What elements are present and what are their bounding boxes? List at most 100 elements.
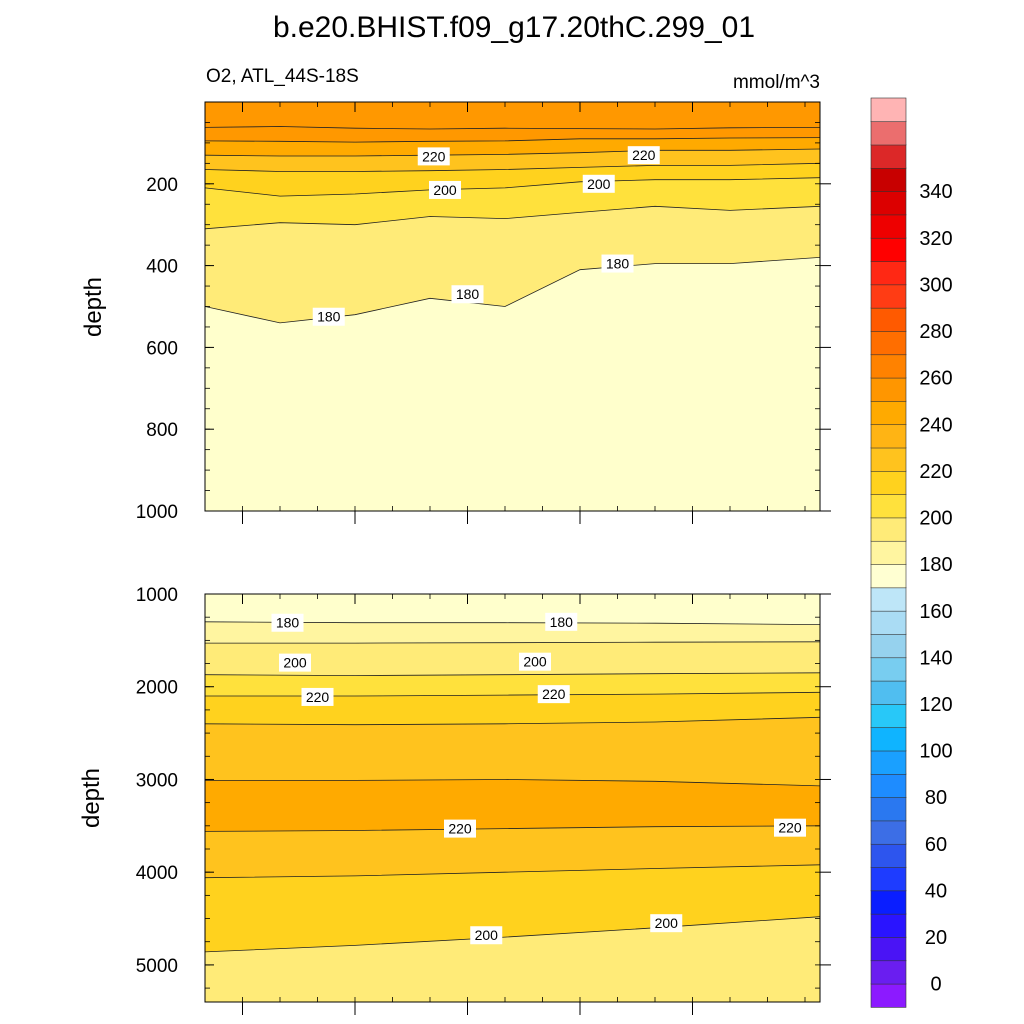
upper-contour-label-4: 180 [601, 254, 634, 273]
lower-contour-line-200-2 [205, 672, 820, 677]
lower-contour-label-5: 220 [537, 685, 570, 704]
colorbar-tick-label-16: 320 [919, 228, 952, 250]
lower-contour-line-220-4 [205, 716, 820, 726]
upper-contour-line-230-1 [205, 137, 820, 143]
panel-left-subtitle: O2, ATL_44S-18S [206, 66, 359, 87]
contour-label-box [417, 147, 450, 166]
upper-contour-lines [205, 126, 820, 324]
colorbar-tick-label-4: 80 [925, 787, 947, 809]
upper-contour-line-210-3 [205, 162, 820, 172]
colorbar-swatch [870, 377, 907, 402]
colorbar-swatch [870, 913, 907, 938]
colorbar-tick-label-6: 120 [919, 694, 952, 716]
contour-label-box [774, 818, 806, 837]
colorbar-legend: 0 20 40 60 80 100 120 140 160 180 200 220 240 260 280 3… [870, 97, 953, 1008]
contour-label-box [444, 819, 476, 838]
contour-label-box [312, 307, 345, 326]
colorbar-swatch [870, 424, 907, 449]
lower-y-tick-label-4: 5000 [136, 956, 178, 977]
colorbar-swatch [870, 400, 907, 426]
colorbar-swatch [870, 680, 907, 705]
lower-contour-label-3: 200 [519, 652, 551, 671]
colorbar-tick-label-2: 40 [925, 881, 947, 903]
colorbar-tick-label-12: 240 [919, 414, 952, 436]
lower-contour-label-1: 180 [545, 612, 578, 631]
contour-label-box [601, 254, 634, 273]
contour-label-box [537, 685, 570, 704]
colorbar-swatch [870, 517, 907, 542]
upper-contour-label-3: 200 [582, 174, 615, 193]
upper-contour-line-190-5 [205, 205, 820, 230]
contour-label-box [545, 612, 578, 631]
upper-contour-label-6: 180 [312, 307, 345, 326]
colorbar-swatch [870, 190, 907, 216]
figure-title: b.e20.BHIST.f09_g17.20thC.299_01 [273, 11, 755, 44]
contour-label-box [271, 613, 304, 632]
contour-label-box [627, 146, 660, 165]
colorbar-tick-label-5: 100 [919, 741, 952, 763]
upper-depth-section-plot: 220 220 200 200 180 180 180 200 400 600 800 1000 d… [80, 101, 831, 524]
upper-contour-label-5: 180 [451, 285, 484, 304]
lower-contour-line-190-1 [205, 641, 820, 644]
contour-label-box [279, 653, 311, 672]
upper-contour-line-240-0 [205, 126, 820, 130]
contour-label-text: 180 [276, 615, 300, 631]
lower-y-tick-label-2: 3000 [136, 770, 178, 791]
lower-contour-label-4: 220 [301, 687, 334, 706]
colorbar-tick-label-14: 280 [919, 321, 952, 343]
upper-contour-fills [205, 102, 820, 511]
contour-label-text: 180 [550, 614, 574, 630]
colorbar-swatch [870, 330, 907, 356]
contour-label-box [301, 687, 334, 706]
lower-depth-section-plot: 180 180 200 200 220 220 220 220 200 200 1000 2000 3… [78, 585, 831, 1015]
lower-contour-line-230-5 [205, 779, 820, 787]
contour-label-box [582, 174, 615, 193]
colorbar-swatch [870, 820, 907, 845]
upper-y-tick-label-3: 800 [146, 420, 178, 441]
upper-fill-band-240-0 [205, 102, 820, 129]
colorbar-tick-label-8: 160 [919, 601, 952, 623]
lower-fill-band-180-0 [205, 594, 820, 625]
colorbar-swatch [870, 563, 907, 589]
colorbar-swatch [870, 97, 907, 123]
contour-label-text: 200 [587, 176, 611, 192]
upper-y-axis-label: depth [80, 277, 107, 337]
colorbar-swatch [870, 540, 907, 565]
contour-label-box [429, 180, 461, 199]
colorbar-swatch [870, 703, 907, 729]
contour-label-text: 220 [306, 689, 330, 705]
contour-label-text: 200 [433, 182, 457, 198]
colorbar-tick-label-11: 220 [919, 461, 952, 483]
lower-y-axis-label: depth [78, 768, 105, 828]
panel-right-subtitle: mmol/m^3 [733, 72, 820, 93]
colorbar-swatch [870, 890, 907, 915]
colorbar-swatch [870, 936, 907, 962]
colorbar-swatch [870, 121, 907, 146]
contour-label-box [519, 652, 551, 671]
upper-contour-labels: 220 220 200 200 180 180 180 [312, 146, 660, 326]
lower-y-tick-label-3: 4000 [136, 863, 178, 884]
colorbar-swatch [870, 983, 907, 1008]
lower-y-tick-label-0: 1000 [136, 585, 178, 606]
upper-contour-label-1: 220 [627, 146, 660, 165]
lower-contour-label-9: 200 [650, 914, 683, 933]
colorbar-swatch [870, 960, 907, 985]
lower-contour-label-2: 200 [279, 653, 311, 672]
colorbar-swatch [870, 866, 907, 892]
colorbar-swatch [870, 633, 907, 659]
contour-label-text: 200 [655, 915, 679, 931]
contour-label-text: 220 [542, 686, 566, 702]
colorbar-tick-label-9: 180 [919, 554, 952, 576]
lower-contour-fills [205, 594, 820, 1002]
colorbar-tick-label-13: 260 [919, 368, 952, 390]
upper-contour-line-200-4 [205, 177, 820, 197]
upper-axes: 200 400 600 800 1000 [136, 101, 831, 524]
contour-label-box [470, 926, 503, 945]
lower-axes: 1000 2000 3000 4000 5000 [136, 585, 831, 1015]
contour-label-text: 200 [283, 655, 307, 671]
upper-contour-label-2: 200 [429, 180, 461, 199]
lower-contour-line-220-6 [205, 825, 820, 832]
colorbar-swatch [870, 307, 907, 332]
lower-y-tick-label-1: 2000 [136, 678, 178, 699]
